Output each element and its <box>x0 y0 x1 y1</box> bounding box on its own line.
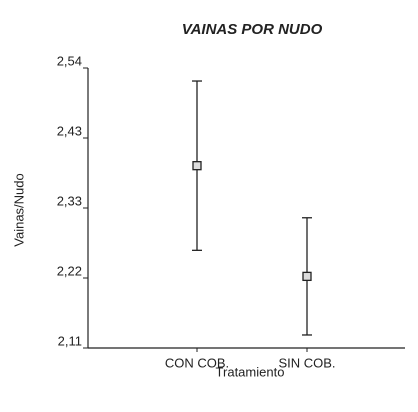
point <box>192 161 202 171</box>
y-tick-label: 2,43 <box>57 123 82 138</box>
y-tick-label: 2,54 <box>57 53 82 68</box>
y-tick-label: 2,33 <box>57 193 82 208</box>
x-axis-label: Tratamiento <box>216 364 285 379</box>
point <box>302 271 312 282</box>
x-tick-label: SIN COB. <box>278 355 335 370</box>
y-tick-label: 2,11 <box>58 333 82 348</box>
chart-title: VAINAS POR NUDO <box>182 21 323 38</box>
x-tick-label: CON COB. <box>165 355 229 370</box>
y-axis-label: Vainas/Nudo <box>11 173 26 246</box>
y-tick-label: 2,22 <box>57 263 82 278</box>
